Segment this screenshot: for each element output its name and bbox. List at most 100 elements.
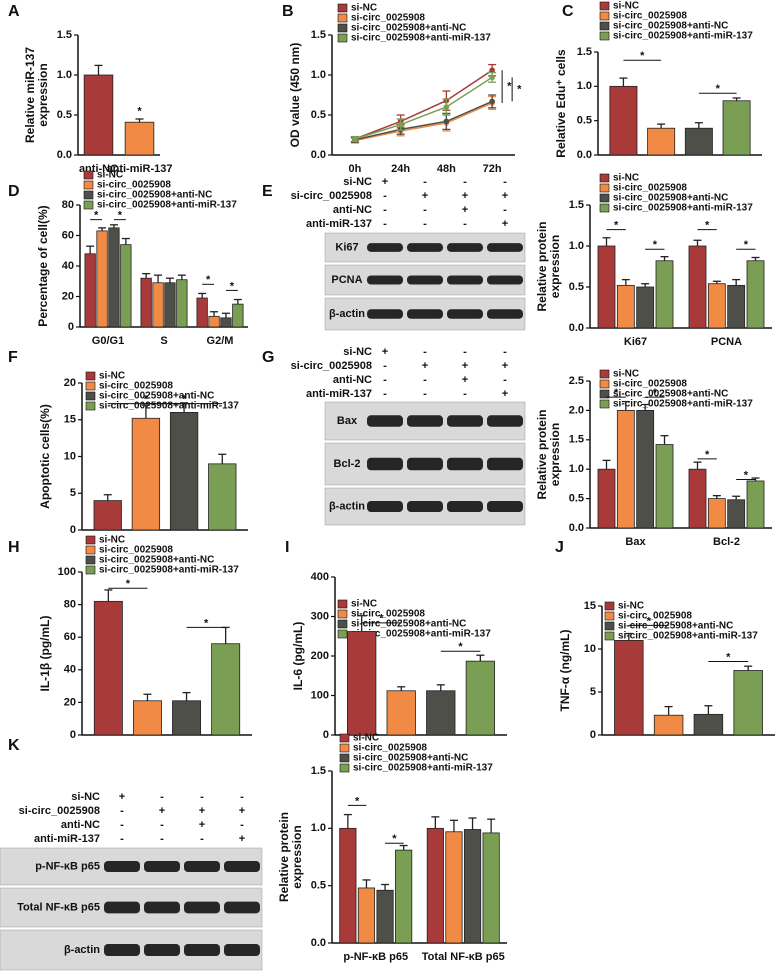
- treatment-label: anti-NC: [333, 374, 372, 386]
- legend-label: si-NC: [613, 173, 639, 184]
- legend-swatch: [337, 33, 348, 43]
- significance-label: *: [744, 469, 749, 481]
- legend-label: si-circ_0025908+anti-NC: [97, 190, 212, 201]
- line: [354, 76, 493, 140]
- blot-band: [184, 944, 220, 956]
- treatment-sign: -: [423, 176, 427, 188]
- y-tick-label: 40: [64, 664, 76, 676]
- treatment-sign: -: [503, 204, 507, 216]
- bar: [609, 85, 638, 156]
- treatment-sign: -: [423, 388, 427, 400]
- bar: [746, 480, 765, 529]
- legend-swatch: [604, 601, 615, 611]
- blot-band: [367, 275, 403, 285]
- y-tick-label: 1.5: [311, 765, 326, 777]
- legend-swatch: [83, 200, 94, 210]
- bar: [93, 600, 123, 736]
- treatment-label: si-NC: [343, 176, 372, 188]
- y-tick-label: 1.0: [311, 822, 326, 834]
- blot-band: [184, 860, 220, 873]
- y-tick-label: 1.5: [569, 199, 584, 211]
- y-axis-label: expression: [36, 63, 50, 126]
- x-tick-label: Bax: [625, 536, 646, 548]
- legend-swatch: [599, 173, 610, 183]
- treatment-label: anti-miR-137: [34, 833, 100, 845]
- bar: [376, 889, 394, 944]
- y-tick-label: 100: [58, 566, 76, 578]
- panel-letter: B: [282, 3, 294, 20]
- legend-swatch: [599, 11, 610, 21]
- bar: [597, 468, 616, 529]
- treatment-label: si-NC: [71, 791, 100, 803]
- legend-label: si-NC: [97, 170, 123, 181]
- panel-letter: J: [555, 539, 564, 556]
- y-tick-label: 1.5: [577, 46, 592, 58]
- legend-label: si-circ_0025908: [99, 545, 173, 556]
- x-tick-label: Bcl-2: [713, 536, 740, 548]
- treatment-sign: -: [383, 360, 387, 372]
- legend-swatch: [599, 193, 610, 203]
- treatment-label: si-circ_0025908: [19, 805, 100, 817]
- significance-label: *: [206, 274, 211, 286]
- treatment-label: anti-NC: [61, 819, 100, 831]
- treatment-sign: +: [502, 388, 508, 400]
- panel-letter: I: [285, 539, 289, 556]
- bar: [688, 245, 707, 329]
- significance-label: *: [653, 239, 658, 251]
- y-tick-label: 2.5: [569, 375, 584, 387]
- y-tick-label: 80: [64, 599, 76, 611]
- treatment-sign: +: [502, 218, 508, 230]
- legend-swatch: [599, 399, 610, 409]
- significance-label: *: [614, 220, 619, 232]
- bar: [727, 284, 746, 329]
- treatment-sign: +: [239, 833, 245, 845]
- legend-swatch: [337, 599, 348, 609]
- legend-label: si-circ_0025908+anti-miR-137: [613, 399, 753, 410]
- treatment-sign: +: [199, 805, 205, 817]
- bar: [120, 244, 132, 328]
- bar: [647, 127, 676, 156]
- bar: [96, 230, 108, 328]
- legend-swatch: [85, 535, 96, 545]
- legend-label: si-circ_0025908+anti-NC: [613, 389, 728, 400]
- significance-label: *: [705, 220, 710, 232]
- treatment-sign: -: [160, 819, 164, 831]
- blot-band: [367, 457, 403, 471]
- y-tick-label: 5: [590, 686, 596, 698]
- bar: [357, 887, 376, 944]
- blot-band: [447, 309, 483, 319]
- treatment-sign: -: [463, 388, 467, 400]
- bar: [196, 297, 208, 328]
- treatment-sign: -: [423, 346, 427, 358]
- significance-label: *: [517, 83, 522, 95]
- significance-label: *: [379, 613, 384, 625]
- treatment-sign: -: [503, 176, 507, 188]
- bar: [616, 284, 635, 329]
- marker: [443, 104, 450, 110]
- y-tick-label: 5: [70, 487, 76, 499]
- blot-band: [224, 944, 260, 956]
- y-tick-label: 400: [311, 571, 329, 583]
- treatment-sign: -: [423, 204, 427, 216]
- legend-swatch: [599, 31, 610, 41]
- bar: [733, 670, 763, 736]
- blot-band: [407, 500, 443, 513]
- x-tick-label: PCNA: [711, 336, 742, 348]
- legend-label: si-circ_0025908+anti-NC: [351, 23, 466, 34]
- y-axis-label: expression: [548, 423, 562, 486]
- y-tick-label: 0.5: [569, 281, 584, 293]
- bar: [131, 417, 161, 531]
- bar: [395, 849, 413, 944]
- blot-band: [367, 415, 403, 427]
- bar: [93, 500, 122, 531]
- bar: [465, 660, 495, 736]
- blot-band: [104, 860, 140, 873]
- legend-swatch: [337, 629, 348, 639]
- blot-band: [407, 275, 443, 285]
- legend-label: si-NC: [613, 1, 639, 12]
- legend-label: si-circ_0025908: [351, 13, 425, 24]
- treatment-sign: +: [382, 346, 388, 358]
- x-tick-label: 72h: [483, 163, 502, 175]
- treatment-label: si-NC: [343, 346, 372, 358]
